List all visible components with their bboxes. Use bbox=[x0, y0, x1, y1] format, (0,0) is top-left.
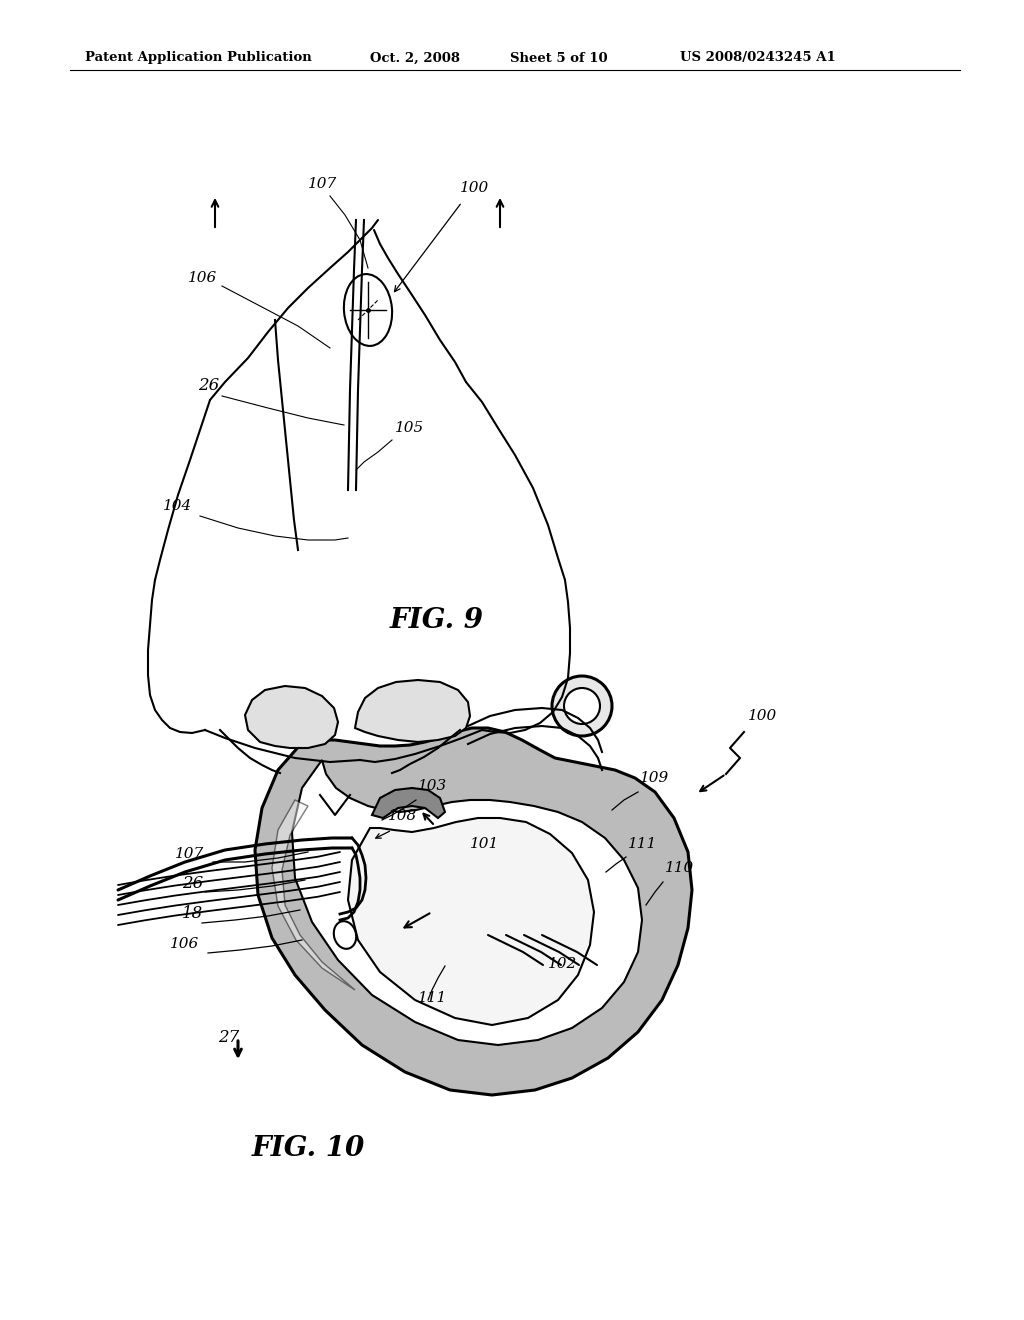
Text: FIG. 10: FIG. 10 bbox=[252, 1134, 366, 1162]
Circle shape bbox=[552, 676, 612, 737]
Text: 100: 100 bbox=[460, 181, 489, 195]
Text: 111: 111 bbox=[418, 991, 447, 1005]
Text: 109: 109 bbox=[640, 771, 670, 785]
Text: Sheet 5 of 10: Sheet 5 of 10 bbox=[510, 51, 607, 65]
Polygon shape bbox=[272, 800, 355, 990]
Text: 111: 111 bbox=[628, 837, 657, 851]
Text: 103: 103 bbox=[418, 779, 447, 793]
Text: Oct. 2, 2008: Oct. 2, 2008 bbox=[370, 51, 460, 65]
Text: 110: 110 bbox=[665, 861, 694, 875]
Text: 18: 18 bbox=[182, 906, 203, 921]
Text: 106: 106 bbox=[188, 271, 217, 285]
Polygon shape bbox=[372, 788, 445, 818]
Text: FIG. 9: FIG. 9 bbox=[390, 606, 484, 634]
Text: Patent Application Publication: Patent Application Publication bbox=[85, 51, 311, 65]
Text: 105: 105 bbox=[395, 421, 424, 436]
Text: 107: 107 bbox=[175, 847, 204, 861]
Text: 100: 100 bbox=[748, 709, 777, 723]
Text: US 2008/0243245 A1: US 2008/0243245 A1 bbox=[680, 51, 836, 65]
Text: 107: 107 bbox=[308, 177, 337, 191]
Polygon shape bbox=[355, 680, 470, 742]
Text: 26: 26 bbox=[182, 875, 203, 892]
Circle shape bbox=[564, 688, 600, 723]
Polygon shape bbox=[292, 760, 642, 1045]
Polygon shape bbox=[245, 686, 338, 748]
Text: 101: 101 bbox=[470, 837, 500, 851]
Polygon shape bbox=[255, 729, 692, 1096]
Text: 106: 106 bbox=[170, 937, 200, 950]
Text: 104: 104 bbox=[163, 499, 193, 513]
Text: 108: 108 bbox=[388, 809, 417, 822]
Text: 102: 102 bbox=[548, 957, 578, 972]
Text: 27: 27 bbox=[218, 1030, 240, 1045]
Text: 26: 26 bbox=[198, 378, 219, 393]
Polygon shape bbox=[348, 818, 594, 1026]
